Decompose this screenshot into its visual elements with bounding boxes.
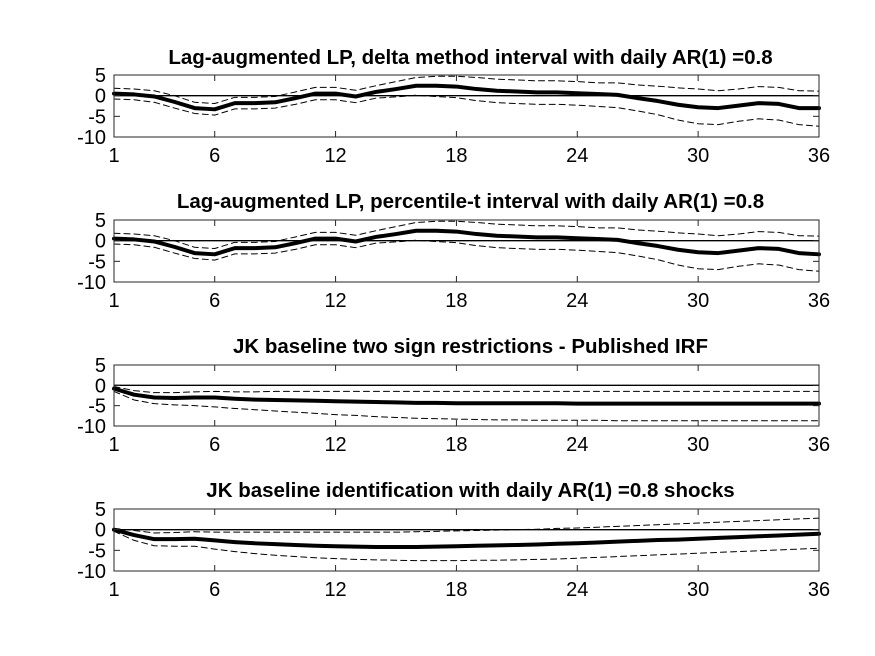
panel-title: JK baseline identification with daily AR… bbox=[206, 479, 734, 502]
series-estimate-line bbox=[112, 228, 821, 257]
x-tick-label: 6 bbox=[209, 290, 220, 312]
y-tick-label: -10 bbox=[77, 416, 106, 438]
y-tick-label: -5 bbox=[88, 251, 106, 273]
series-lower-line bbox=[113, 239, 820, 272]
y-tick-label: -5 bbox=[88, 396, 106, 418]
x-tick-label: 18 bbox=[445, 434, 467, 456]
series-estimate-line bbox=[112, 83, 821, 112]
x-tick-label: 6 bbox=[209, 434, 220, 456]
x-tick-label: 12 bbox=[324, 579, 346, 601]
x-tick-label: 1 bbox=[108, 579, 119, 601]
x-tick-label: 1 bbox=[108, 434, 119, 456]
x-tick-label: 36 bbox=[808, 290, 830, 312]
x-tick-label: 24 bbox=[566, 290, 588, 312]
series-lower-line bbox=[113, 94, 820, 127]
x-tick-label: 36 bbox=[808, 145, 830, 167]
series-lower-line bbox=[113, 390, 820, 422]
series-upper-line bbox=[113, 517, 820, 534]
y-tick-label: 0 bbox=[95, 520, 106, 542]
axes-box bbox=[113, 74, 820, 138]
x-tick-label: 6 bbox=[209, 579, 220, 601]
series-upper-line bbox=[113, 220, 820, 250]
x-tick-label: 12 bbox=[324, 290, 346, 312]
y-tick-label: 5 bbox=[95, 65, 106, 87]
panel-title: Lag-augmented LP, percentile-t interval … bbox=[177, 190, 764, 213]
x-tick-label: 1 bbox=[108, 145, 119, 167]
x-tick-label: 24 bbox=[566, 434, 588, 456]
y-tick-label: -5 bbox=[88, 540, 106, 562]
x-tick-label: 6 bbox=[209, 145, 220, 167]
series-upper-line bbox=[113, 75, 820, 105]
y-tick-label: -5 bbox=[88, 106, 106, 128]
x-tick-label: 18 bbox=[445, 145, 467, 167]
series-upper-line bbox=[113, 386, 820, 394]
y-tick-label: -10 bbox=[77, 561, 106, 583]
x-tick-label: 30 bbox=[687, 579, 709, 601]
x-tick-label: 1 bbox=[108, 290, 119, 312]
y-tick-label: -10 bbox=[77, 272, 106, 294]
x-tick-label: 30 bbox=[687, 145, 709, 167]
y-tick-label: 5 bbox=[95, 210, 106, 232]
axes-box bbox=[113, 364, 820, 427]
axes-box bbox=[113, 508, 820, 572]
axes-box bbox=[113, 219, 820, 283]
panel-2: Lag-augmented LP, percentile-t interval … bbox=[77, 190, 830, 312]
panel-title: JK baseline two sign restrictions - Publ… bbox=[233, 335, 708, 358]
x-tick-label: 18 bbox=[445, 579, 467, 601]
x-tick-label: 18 bbox=[445, 290, 467, 312]
y-tick-label: 0 bbox=[95, 375, 106, 397]
panel-1: Lag-augmented LP, delta method interval … bbox=[77, 46, 830, 167]
series-lower-line bbox=[113, 530, 820, 562]
y-tick-label: 0 bbox=[95, 231, 106, 253]
x-tick-label: 24 bbox=[566, 145, 588, 167]
panel-3: JK baseline two sign restrictions - Publ… bbox=[77, 335, 830, 456]
panel-4: JK baseline identification with daily AR… bbox=[77, 479, 830, 601]
y-tick-label: -10 bbox=[77, 127, 106, 149]
x-tick-label: 30 bbox=[687, 434, 709, 456]
x-tick-label: 36 bbox=[808, 579, 830, 601]
x-tick-label: 36 bbox=[808, 434, 830, 456]
x-tick-label: 24 bbox=[566, 579, 588, 601]
y-tick-label: 0 bbox=[95, 86, 106, 108]
x-tick-label: 12 bbox=[324, 145, 346, 167]
x-tick-label: 12 bbox=[324, 434, 346, 456]
series-estimate-line bbox=[112, 527, 821, 550]
y-tick-label: 5 bbox=[95, 499, 106, 521]
series-estimate-line bbox=[112, 386, 821, 406]
panel-title: Lag-augmented LP, delta method interval … bbox=[168, 46, 772, 69]
x-tick-label: 30 bbox=[687, 290, 709, 312]
y-tick-label: 5 bbox=[95, 355, 106, 377]
